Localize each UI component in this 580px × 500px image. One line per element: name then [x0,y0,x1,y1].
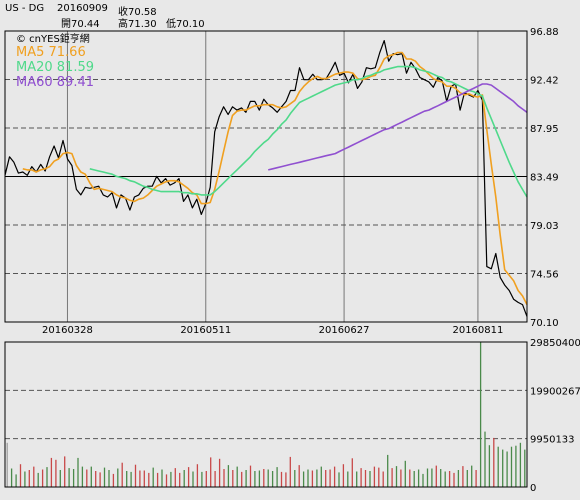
price-y-tick-label: 70.10 [530,318,559,329]
price-x-tick-label: 20160811 [452,325,503,336]
price-x-tick-label: 20160328 [42,325,93,336]
price-x-tick-label: 20160627 [319,325,370,336]
price-y-tick-label: 74.56 [530,270,559,281]
series-line-ma60 [268,83,528,171]
high-price-label: 高71.30 [118,19,157,30]
volume-y-tick-label: 9950133 [530,435,575,446]
legend-entry-ma60: MA60 89.41 [16,75,94,90]
symbol-label: US - DG [5,3,45,14]
brand-watermark: © cnYES鉅亨網 [16,32,90,45]
legend-entry-ma5: MA5 71.66 [16,45,86,60]
series-line-ma5 [22,51,528,305]
volume-y-tick-label: 29850400 [530,338,580,349]
legend-entry-ma20: MA20 81.59 [16,60,94,75]
price-y-tick-label: 92.42 [530,75,559,86]
volume-panel-background [5,342,527,487]
date-label: 20160909 [57,3,108,14]
series-line-price [4,40,528,317]
price-y-tick-label: 83.49 [530,173,559,184]
volume-y-tick-label: 19900267 [530,386,580,397]
price-y-tick-label: 96.88 [530,27,559,38]
low-price-label: 低70.10 [166,19,205,30]
price-panel-border [4,30,528,323]
volume-y-tick-label: 0 [530,483,536,494]
volume-panel-border [4,341,528,488]
close-price-label: 收70.58 [118,7,157,18]
price-x-tick-label: 20160511 [180,325,231,336]
price-y-tick-label: 87.95 [530,124,559,135]
price-y-tick-label: 79.03 [530,221,559,232]
open-price-label: 開70.44 [61,19,100,30]
series-line-ma20 [89,65,528,198]
